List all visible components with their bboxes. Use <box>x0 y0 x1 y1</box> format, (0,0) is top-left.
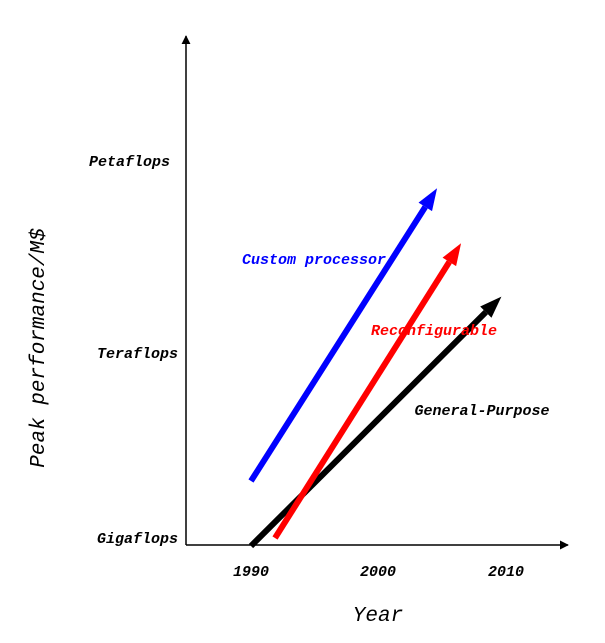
series-label-reconfigurable: Reconfigurable <box>371 323 497 340</box>
series-reconfigurable-arrowhead <box>442 243 462 267</box>
y-axis-title: Peak performance/M$ <box>28 228 51 468</box>
series-label-custom-processor: Custom processor <box>242 252 386 269</box>
series-label-general-purpose: General-Purpose <box>414 403 549 420</box>
series-reconfigurable-arrow <box>272 260 452 540</box>
y-tick-teraflops: Teraflops <box>97 346 178 363</box>
y-tick-gigaflops: Gigaflops <box>97 531 178 548</box>
x-axis-title: Year <box>353 605 403 628</box>
x-tick-2000: 2000 <box>360 564 396 581</box>
series-custom-processor-arrowhead <box>418 188 438 212</box>
x-tick-1990: 1990 <box>233 564 269 581</box>
x-tick-2010: 2010 <box>488 564 524 581</box>
series-general-purpose-arrow <box>248 309 488 549</box>
y-tick-petaflops: Petaflops <box>89 154 170 171</box>
series-custom-processor-arrow <box>248 205 428 483</box>
series-general-purpose-arrowhead <box>480 296 502 318</box>
